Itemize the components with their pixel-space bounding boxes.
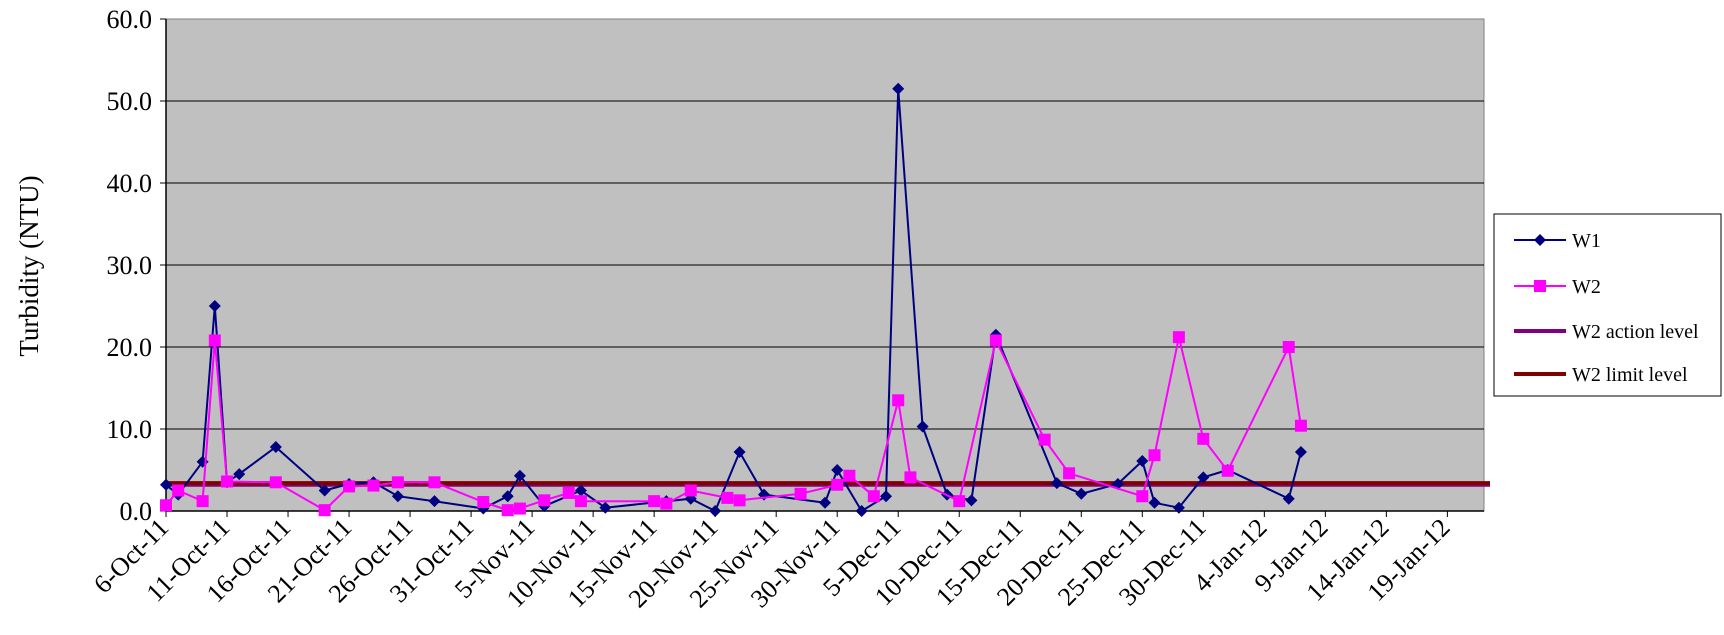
- y-tick-label: 0.0: [120, 497, 153, 526]
- y-tick-label: 10.0: [107, 415, 153, 444]
- data-point: [513, 469, 526, 482]
- data-point: [733, 445, 746, 458]
- data-point: [867, 490, 880, 503]
- data-point: [562, 486, 575, 499]
- legend-marker-w1: [1534, 234, 1546, 246]
- data-point: [1221, 464, 1234, 477]
- data-series: [160, 82, 1307, 517]
- data-point: [794, 487, 807, 500]
- data-point: [1172, 501, 1185, 514]
- data-point: [892, 82, 905, 95]
- data-point: [269, 441, 282, 454]
- y-tick-label: 30.0: [107, 251, 153, 280]
- data-point: [1075, 487, 1088, 500]
- data-point: [831, 478, 844, 491]
- data-point: [660, 497, 673, 510]
- y-axis-label: Turbidity (NTU): [14, 175, 44, 356]
- data-point: [172, 484, 185, 497]
- y-axis: 0.0 10.0 20.0 30.0 40.0 50.0 60.0: [107, 5, 167, 526]
- data-point: [428, 495, 441, 508]
- data-point: [428, 476, 441, 489]
- data-point: [1294, 419, 1307, 432]
- data-point: [709, 505, 722, 517]
- data-point: [208, 300, 221, 312]
- data-point: [501, 490, 514, 503]
- legend-box: [1493, 213, 1722, 397]
- y-tick-label: 60.0: [107, 5, 153, 34]
- gridlines: [166, 100, 1484, 430]
- data-point: [1197, 471, 1210, 484]
- data-point: [1282, 492, 1295, 505]
- data-point: [855, 505, 868, 517]
- data-point: [574, 484, 587, 497]
- data-point: [477, 495, 490, 508]
- data-point: [1136, 490, 1149, 503]
- data-point: [892, 394, 905, 407]
- legend-label-w2: W2: [1572, 276, 1601, 298]
- data-point: [831, 464, 844, 476]
- data-point: [391, 490, 404, 503]
- data-point: [1148, 449, 1161, 462]
- data-point: [269, 476, 282, 489]
- data-point: [318, 504, 331, 517]
- data-point: [196, 495, 209, 508]
- data-point: [843, 469, 856, 482]
- data-point: [233, 468, 246, 481]
- data-point: [1148, 496, 1161, 509]
- legend-label-w2-limit-level: W2 limit level: [1572, 364, 1688, 386]
- data-point: [208, 334, 221, 347]
- data-point: [160, 478, 172, 491]
- data-point: [1063, 467, 1076, 480]
- data-point: [1050, 477, 1063, 490]
- data-point: [880, 490, 893, 503]
- data-point: [1197, 432, 1210, 445]
- data-point: [721, 491, 734, 504]
- data-point: [1136, 454, 1149, 467]
- data-point: [965, 494, 978, 507]
- data-point: [1282, 341, 1295, 353]
- data-point: [221, 475, 234, 488]
- data-point: [953, 495, 966, 508]
- data-point: [501, 504, 514, 517]
- data-point: [1038, 433, 1051, 446]
- data-point: [989, 334, 1002, 347]
- x-axis: 6-Oct-1111-Oct-1116-Oct-1121-Oct-1126-Oc…: [88, 510, 1484, 613]
- y-tick-label: 40.0: [107, 169, 153, 198]
- data-point: [391, 476, 404, 489]
- data-point: [1172, 331, 1185, 344]
- data-point: [599, 501, 612, 514]
- legend-label-w1: W1: [1572, 230, 1601, 252]
- data-point: [1294, 445, 1307, 458]
- data-point: [513, 502, 526, 515]
- legend-marker-w2: [1534, 280, 1546, 292]
- series-line-w1: [165, 88, 1302, 513]
- legend-label-w2-action-level: W2 action level: [1572, 321, 1699, 343]
- series-w2: [160, 331, 1307, 517]
- legend: W1 W2 W2 action level W2 limit level: [1493, 213, 1722, 397]
- data-point: [574, 495, 587, 508]
- data-point: [343, 480, 356, 493]
- data-point: [367, 479, 380, 492]
- data-point: [904, 471, 917, 484]
- y-tick-label: 50.0: [107, 87, 153, 116]
- data-point: [819, 496, 831, 509]
- data-point: [160, 499, 172, 512]
- data-point: [538, 494, 551, 507]
- data-point: [318, 484, 331, 497]
- y-tick-label: 20.0: [107, 333, 153, 362]
- data-point: [684, 484, 697, 497]
- data-point: [733, 494, 746, 507]
- data-point: [916, 420, 929, 433]
- data-point: [648, 495, 661, 508]
